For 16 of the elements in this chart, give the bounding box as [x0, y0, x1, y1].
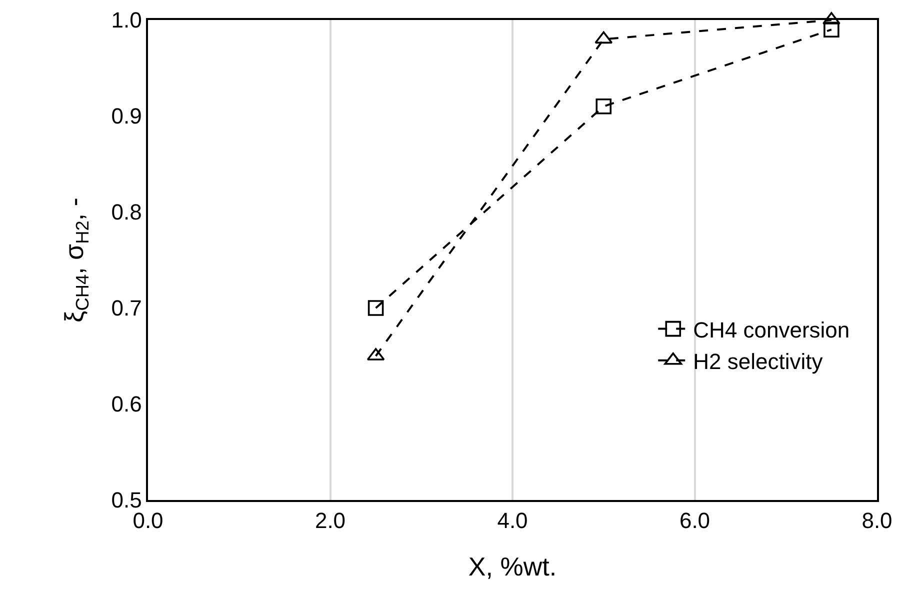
x-tick-label: 8.0 — [862, 508, 892, 534]
point — [824, 22, 840, 38]
point — [594, 31, 613, 44]
legend-label: CH4 conversion — [693, 317, 850, 342]
x-tick-label: 6.0 — [679, 508, 710, 534]
y-tick-label: 0.8 — [111, 200, 142, 225]
y-tick-label: 1.0 — [111, 8, 142, 33]
x-tick-label: 4.0 — [497, 508, 528, 534]
point — [596, 98, 612, 114]
y-tick-label: 0.7 — [111, 296, 142, 321]
legend-label: H2 selectivity — [693, 348, 823, 374]
x-tick-label: 2.0 — [314, 508, 346, 534]
point — [368, 300, 384, 316]
y-tick-label: 0.9 — [111, 104, 142, 129]
x-axis-title: X, %wt. — [468, 551, 557, 582]
y-tick-label: 0.6 — [111, 392, 142, 417]
